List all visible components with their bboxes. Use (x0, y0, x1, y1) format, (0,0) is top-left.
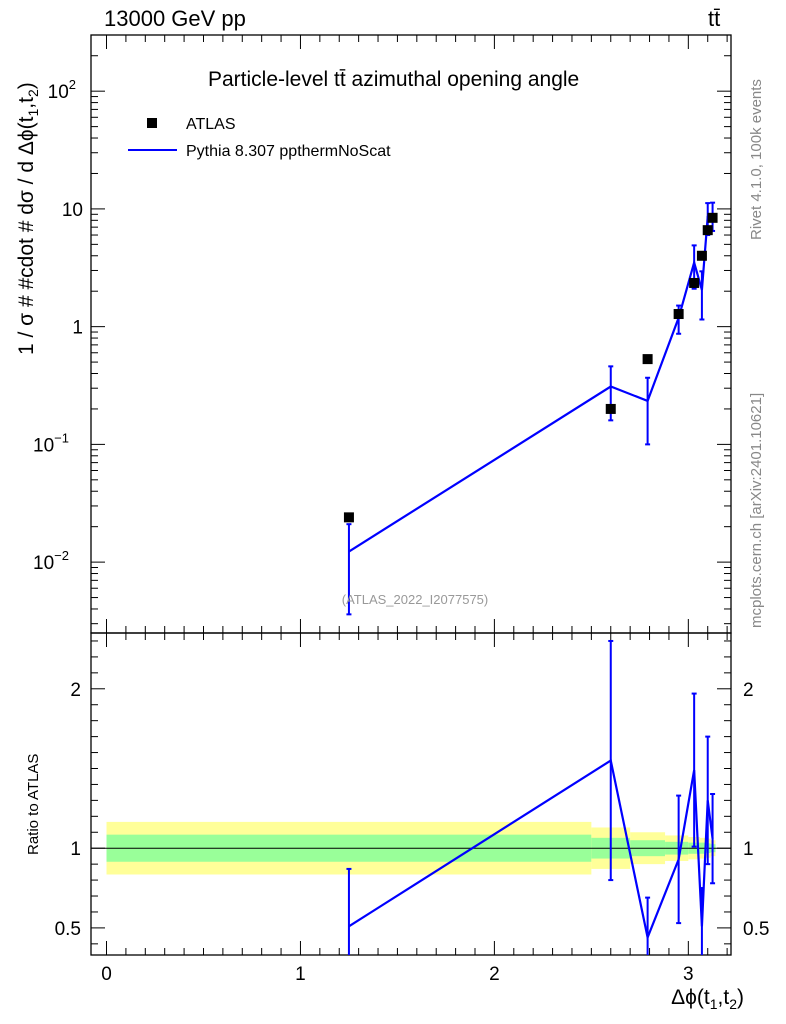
ratio-ytick-label-right-1: 1 (743, 839, 754, 860)
ratio-xlabel: Δϕ(t1,t2) (671, 986, 744, 1012)
process-label: tt̄ (708, 6, 721, 31)
main-ytick-label-4: 102 (48, 77, 76, 103)
data-point-2 (642, 354, 653, 365)
legend: ATLAS Pythia 8.307 ppthermNoScat (128, 116, 391, 160)
data-point-1 (605, 403, 616, 414)
ratio-frame (90, 632, 732, 956)
rivet-label: Rivet 4.1.0, 100k events (748, 79, 765, 240)
energy-label: 13000 GeV pp (104, 6, 246, 31)
plot-title: Particle-level tt̄ azimuthal opening ang… (208, 68, 580, 91)
ratio-xtick-label-1: 1 (295, 964, 306, 985)
data-point-0 (343, 512, 354, 523)
data-point-3 (673, 309, 684, 320)
ratio-ytick-label-right-0: 0.5 (743, 919, 769, 940)
watermark: (ATLAS_2022_I2077575) (342, 592, 488, 607)
ratio-xtick-label-3: 3 (683, 964, 694, 985)
main-ytick-label-1: 10−1 (33, 430, 69, 456)
main-ylabel: 1 / σ # #cdot # dσ / d Δϕ(t1,t2) (15, 82, 41, 355)
ratio-ytick-label-left-2: 2 (70, 680, 81, 701)
legend-marker-atlas (147, 118, 157, 128)
legend-label-atlas: ATLAS (186, 116, 236, 133)
data-point-7 (707, 212, 718, 223)
axes: 10−2 10−1 1 10 102 0 1 2 3 0.5 0.5 1 1 2 2 (33, 34, 769, 985)
main-ytick-label-0: 10−2 (33, 548, 69, 574)
ratio-panel-series (346, 639, 716, 955)
data-point-6 (702, 225, 713, 236)
data-point-4 (689, 277, 700, 288)
ratio-ytick-label-right-2: 2 (743, 680, 754, 701)
ratio-ytick-label-left-0: 0.5 (55, 919, 81, 940)
mc-line (348, 213, 713, 553)
data-point-5 (696, 250, 707, 261)
ratio-xtick-label-2: 2 (489, 964, 500, 985)
main-panel-series (343, 201, 718, 616)
mcplots-label: mcplots.cern.ch [arXiv:2401.10621] (748, 393, 765, 628)
ratio-ytick-label-left-1: 1 (70, 839, 81, 860)
main-ytick-label-2: 1 (72, 318, 83, 339)
ratio-xtick-label-0: 0 (101, 964, 112, 985)
main-ytick-label-3: 10 (62, 200, 83, 221)
ratio-ylabel: Ratio to ATLAS (25, 754, 42, 855)
legend-label-mc: Pythia 8.307 ppthermNoScat (186, 143, 391, 160)
